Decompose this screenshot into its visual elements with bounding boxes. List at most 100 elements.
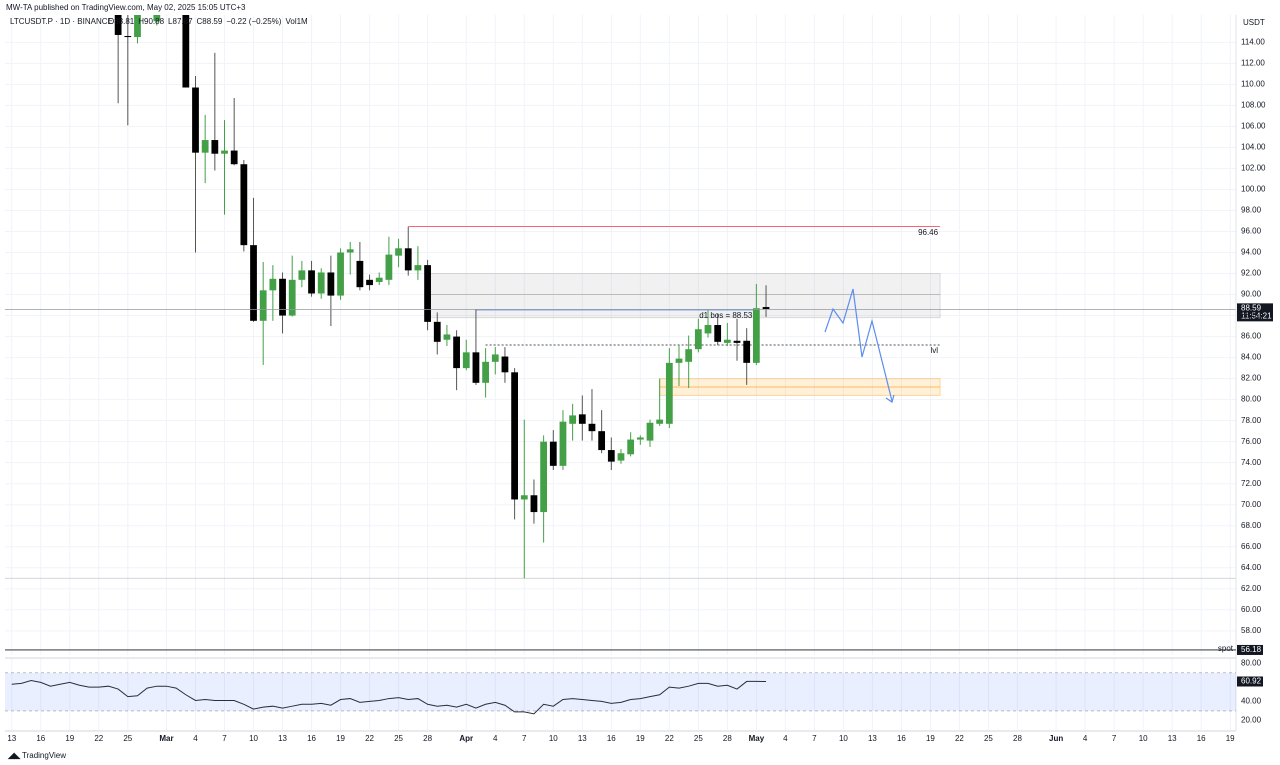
candle-body — [714, 325, 722, 342]
candle-body — [559, 421, 567, 466]
y-tick-label: 92.00 — [1241, 269, 1262, 278]
x-tick-label: 22 — [94, 734, 103, 743]
x-tick-label: 22 — [365, 734, 374, 743]
x-tick-label: 16 — [1197, 734, 1206, 743]
last-price-label: 88.59 — [1241, 303, 1262, 312]
grid — [5, 15, 1236, 730]
x-tick-label: 7 — [812, 734, 817, 743]
candle-body — [685, 349, 693, 362]
candle-body — [762, 307, 770, 310]
x-tick-label: Apr — [459, 734, 473, 743]
brand-mark: ◢◣ — [7, 751, 21, 760]
candle-body — [578, 414, 586, 424]
y-tick-label: 94.00 — [1241, 248, 1262, 257]
x-tick-label: 13 — [1168, 734, 1177, 743]
x-tick-label: 7 — [222, 734, 227, 743]
last-price-box — [1237, 303, 1273, 322]
y-tick-label: 100.00 — [1241, 185, 1266, 194]
candle-body — [317, 272, 325, 294]
candle-body — [124, 36, 132, 38]
x-tick-label: 4 — [193, 734, 198, 743]
y-tick-label: 76.00 — [1241, 437, 1262, 446]
x-tick-label: 16 — [36, 734, 45, 743]
candle-body — [404, 248, 412, 271]
y-tick-label: 102.00 — [1241, 164, 1266, 173]
x-tick-label: 10 — [249, 734, 258, 743]
candle-body — [414, 265, 422, 271]
candle-body — [665, 362, 673, 424]
countdown: 11:54:21 — [1241, 311, 1272, 320]
candle-body — [385, 254, 393, 280]
x-tick-label: 16 — [607, 734, 616, 743]
candle-body — [269, 278, 277, 291]
y-tick-label: 90.00 — [1241, 290, 1262, 299]
y-tick-label: 72.00 — [1241, 479, 1262, 488]
candle-body — [182, 15, 190, 88]
y-tick-label: 84.00 — [1241, 353, 1262, 362]
x-tick-label: May — [749, 734, 765, 743]
y-tick-label: 78.00 — [1241, 416, 1262, 425]
candle-body — [288, 279, 296, 316]
candle-body — [704, 325, 712, 334]
x-tick-label: 22 — [665, 734, 674, 743]
x-tick-label: 4 — [1083, 734, 1088, 743]
x-tick-label: 19 — [336, 734, 345, 743]
spot-text: spot — [1218, 644, 1234, 653]
currency: USDT — [1243, 18, 1265, 27]
candle-body — [569, 415, 577, 424]
y-tick-label: 74.00 — [1241, 458, 1262, 467]
candle-body — [211, 140, 219, 154]
spot-label: 56.18 — [1241, 645, 1262, 654]
candle-body — [549, 441, 557, 466]
candle-body — [694, 329, 702, 350]
candle-body — [375, 277, 383, 282]
candle-body — [733, 340, 741, 343]
y-tick-label: 86.00 — [1241, 332, 1262, 341]
candle-body — [540, 441, 548, 513]
candle-body — [259, 290, 267, 321]
x-tick-label: 13 — [868, 734, 877, 743]
brand: TradingView — [22, 751, 66, 760]
level-label: 96.46 — [918, 228, 939, 237]
ohlc-value: Vol1M — [285, 17, 308, 26]
candle-body — [221, 150, 228, 154]
level-text: lvl — [931, 346, 939, 355]
rsi-tick-label: 80.00 — [1241, 658, 1262, 667]
candle-body — [327, 272, 335, 296]
y-tick-label: 88.00 — [1241, 311, 1262, 320]
candle-body — [366, 279, 373, 286]
projection-path — [824, 288, 893, 402]
y-tick-label: 98.00 — [1241, 206, 1262, 215]
candle-body — [472, 352, 480, 383]
y-tick-label: 62.00 — [1241, 584, 1262, 593]
candle-body — [134, 15, 141, 38]
y-tick-label: 112.00 — [1241, 58, 1265, 67]
candle-body — [453, 336, 460, 369]
candle-body — [520, 495, 528, 500]
x-tick-label: Jun — [1049, 734, 1063, 743]
x-tick-label: 10 — [549, 734, 558, 743]
candle-body — [656, 419, 664, 424]
spot-box — [1237, 644, 1263, 655]
y-tick-label: 96.00 — [1241, 227, 1262, 236]
candle-body — [250, 245, 257, 321]
y-tick-label: 108.00 — [1241, 100, 1266, 109]
candle-body — [424, 265, 431, 322]
x-tick-label: 13 — [578, 734, 587, 743]
x-tick-label: 4 — [493, 734, 498, 743]
y-tick-label: 58.00 — [1241, 626, 1262, 635]
x-tick-label: 19 — [65, 734, 74, 743]
candle-body — [675, 358, 683, 363]
y-tick-label: 110.00 — [1241, 79, 1265, 88]
candle-body — [114, 15, 122, 35]
y-tick-label: 66.00 — [1241, 542, 1262, 551]
candle-body — [462, 352, 470, 369]
candle-body — [395, 248, 402, 256]
ohlc-value: C88.59 — [197, 17, 223, 26]
x-tick-label: 28 — [423, 734, 432, 743]
x-tick-label: 13 — [278, 734, 287, 743]
projection-arrow — [885, 394, 895, 403]
y-tick-label: 68.00 — [1241, 521, 1262, 530]
